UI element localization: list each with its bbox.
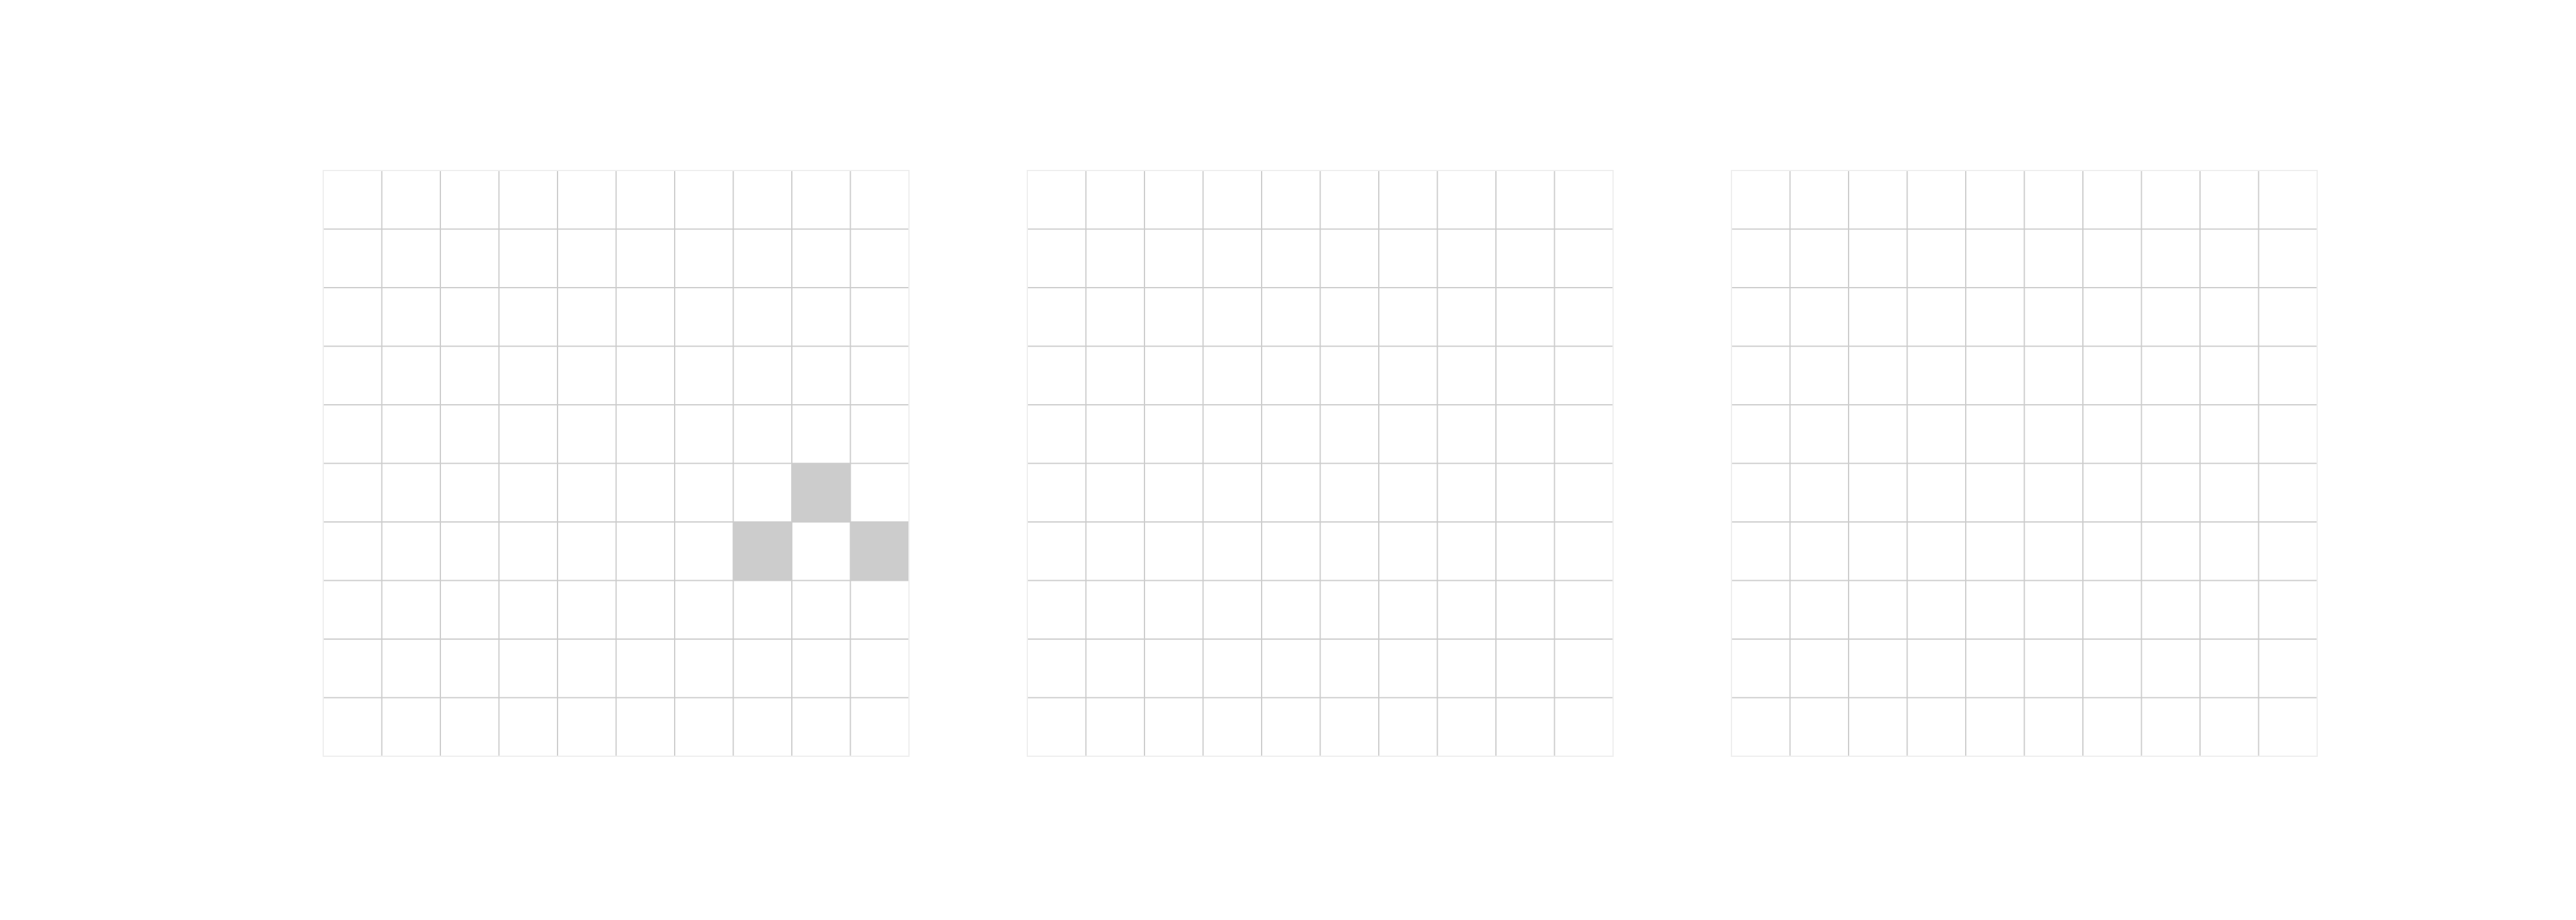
panel-1-filled-cell-r6-c9 xyxy=(850,522,909,581)
panel-1-grid xyxy=(323,171,909,756)
panel-3-grid xyxy=(1731,171,2317,756)
panel-1-frame xyxy=(323,170,910,757)
chart-panel-1 xyxy=(323,170,910,757)
panel-1-cells xyxy=(733,463,909,581)
chart-panel-2 xyxy=(1027,170,1614,757)
panel-1-filled-cell-r6-c7 xyxy=(733,522,792,581)
panel-3-frame xyxy=(1731,170,2318,757)
panel-2-grid xyxy=(1027,171,1613,756)
panel-1-filled-cell-r5-c8 xyxy=(792,463,851,522)
panel-2-frame xyxy=(1027,170,1614,757)
chart-panel-3 xyxy=(1731,170,2318,757)
